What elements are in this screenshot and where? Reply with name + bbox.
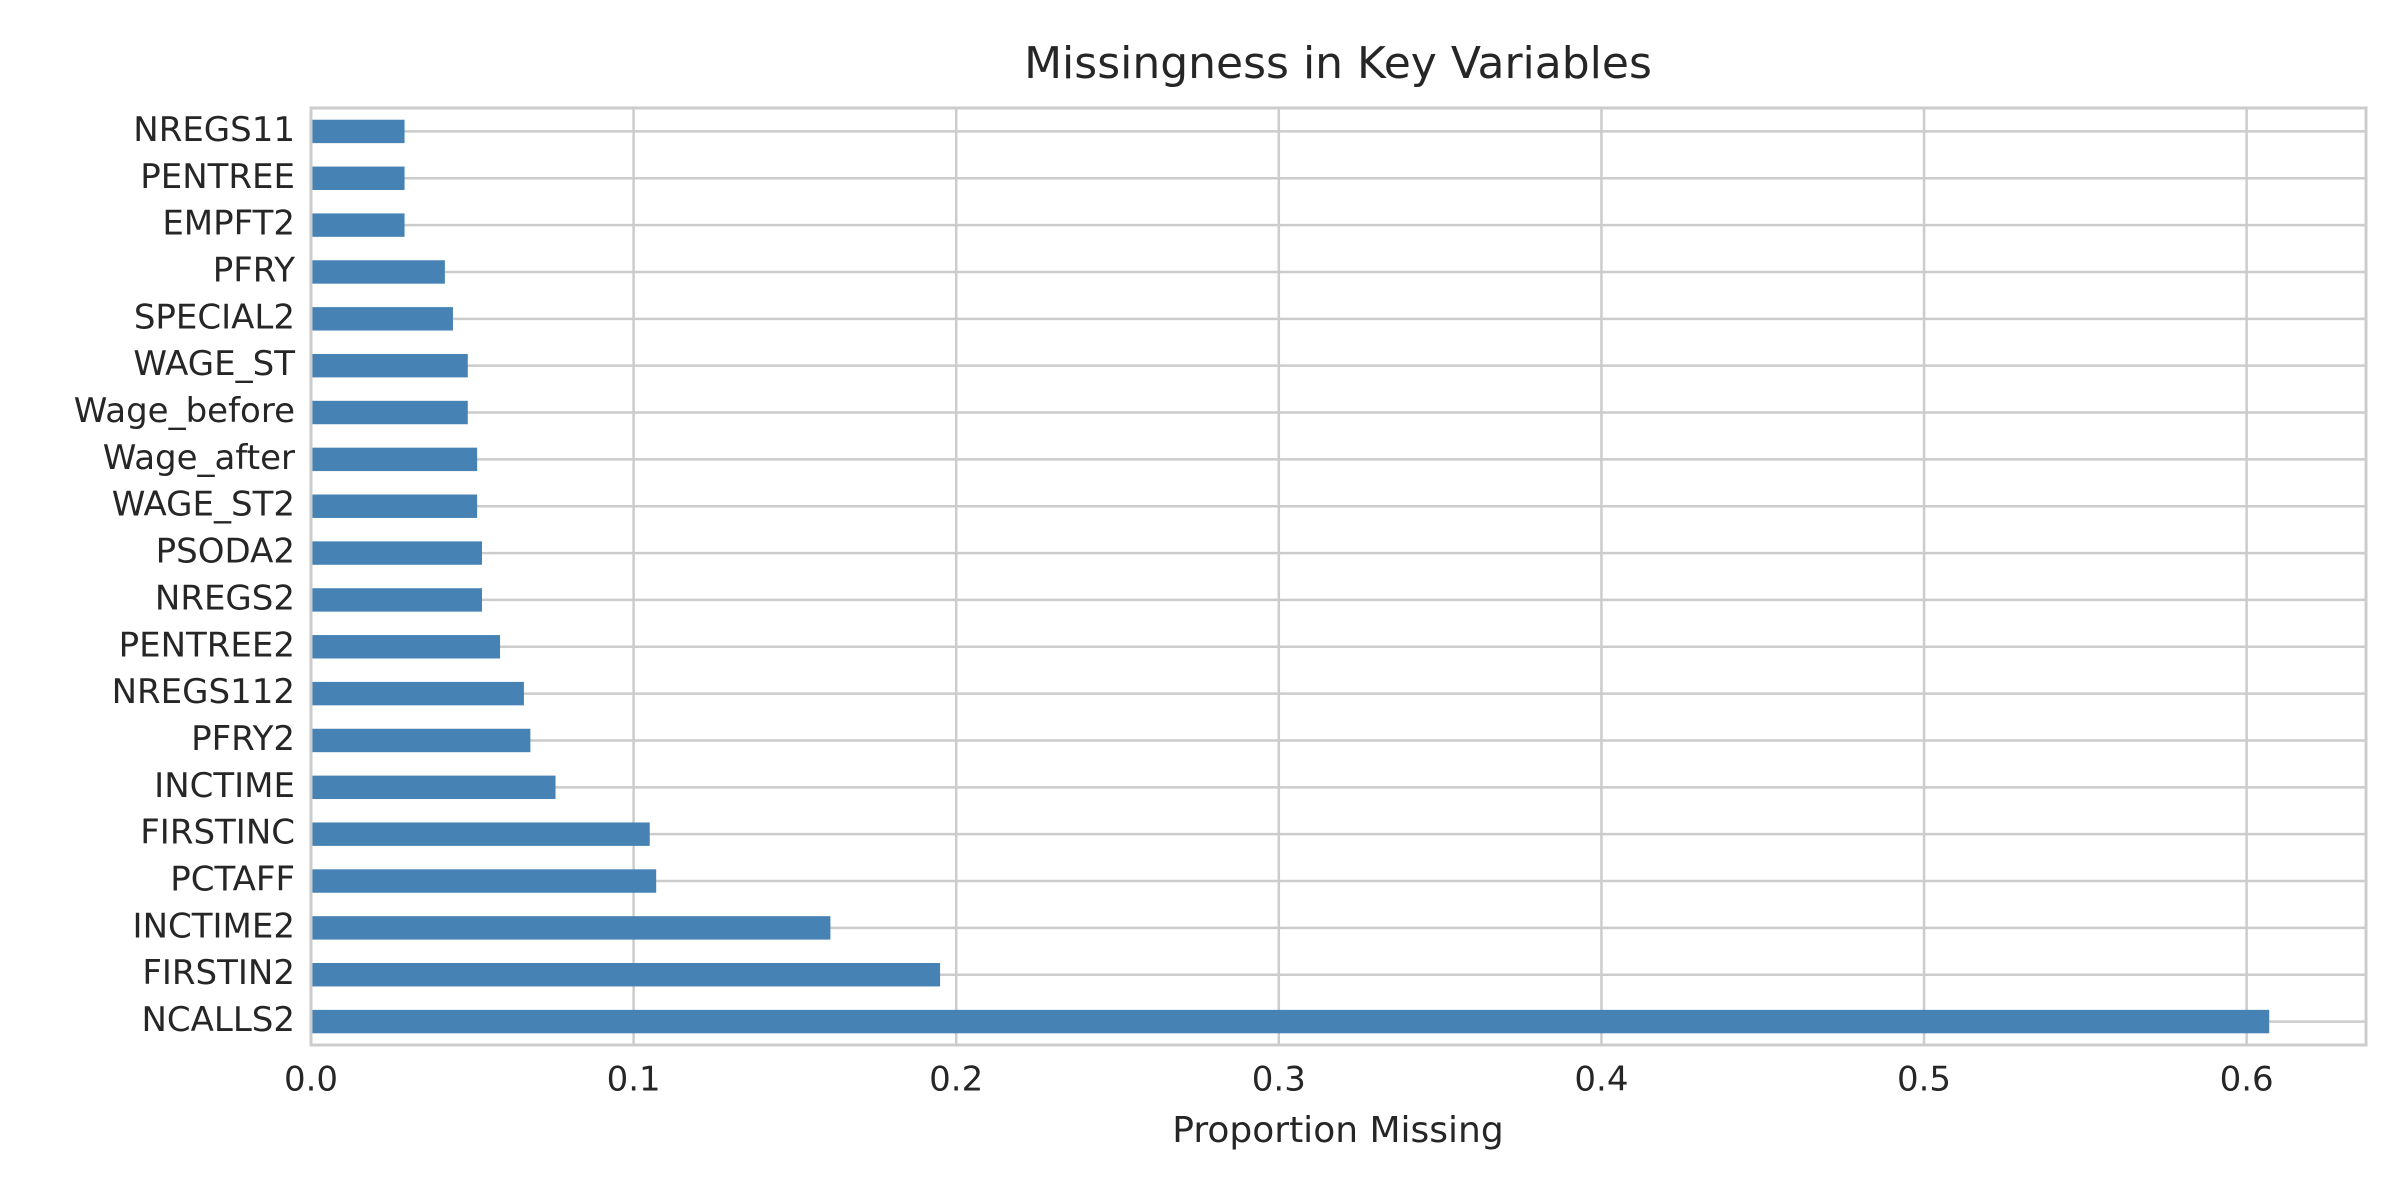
y-tick-label: PFRY — [213, 250, 296, 290]
bar — [311, 213, 405, 237]
bar — [311, 681, 524, 706]
y-tick-label: INCTIME2 — [133, 906, 295, 946]
bar — [311, 353, 468, 378]
plot-frame — [309, 106, 2368, 1047]
x-tick-label: 0.4 — [1574, 1060, 1628, 1100]
bar — [311, 775, 556, 800]
bar — [311, 119, 405, 144]
y-tick-label: NREGS112 — [112, 672, 295, 712]
bar — [311, 588, 482, 612]
bar — [311, 307, 453, 331]
y-tick-label: Wage_after — [103, 438, 295, 478]
bar — [311, 260, 445, 284]
y-tick-label: FIRSTIN2 — [142, 953, 295, 993]
bar — [311, 822, 650, 846]
bar — [311, 728, 531, 753]
y-tick-label: SPECIAL2 — [134, 297, 295, 337]
bar — [311, 1009, 2270, 1034]
y-tick-label: PSODA2 — [156, 532, 295, 572]
x-tick-label: 0.1 — [607, 1060, 661, 1100]
y-tick-label: NREGS11 — [133, 110, 295, 150]
bar — [311, 494, 478, 518]
bar — [311, 447, 478, 472]
y-tick-label: NREGS2 — [155, 578, 295, 618]
bar — [311, 166, 405, 190]
x-tick-label: 0.3 — [1252, 1060, 1306, 1100]
y-tick-label: PENTREE — [140, 157, 295, 197]
y-tick-label: Wage_before — [74, 391, 295, 431]
y-tick-label: PFRY2 — [191, 719, 295, 759]
y-tick-label: PENTREE2 — [119, 625, 295, 665]
x-tick-label: 0.0 — [284, 1060, 338, 1100]
bar — [311, 400, 468, 425]
x-axis-label: Proportion Missing — [1172, 1110, 1503, 1151]
y-tick-label: WAGE_ST — [133, 344, 295, 384]
y-tick-label: INCTIME — [154, 766, 295, 806]
plot-background — [311, 108, 2366, 1045]
y-tick-label: NCALLS2 — [141, 1000, 295, 1040]
bar — [311, 541, 482, 565]
x-tick-label: 0.5 — [1897, 1060, 1951, 1100]
y-tick-label: PCTAFF — [170, 860, 295, 900]
bar — [311, 635, 501, 659]
x-tick-label: 0.6 — [2220, 1060, 2274, 1100]
x-tick-label: 0.2 — [929, 1060, 983, 1100]
y-tick-label: WAGE_ST2 — [112, 485, 295, 525]
bar — [311, 916, 831, 940]
chart-title: Missingness in Key Variables — [1024, 38, 1652, 89]
bar — [311, 869, 657, 893]
bar — [311, 963, 941, 987]
y-tick-label: FIRSTINC — [140, 813, 295, 853]
y-tick-label: EMPFT2 — [162, 204, 295, 244]
